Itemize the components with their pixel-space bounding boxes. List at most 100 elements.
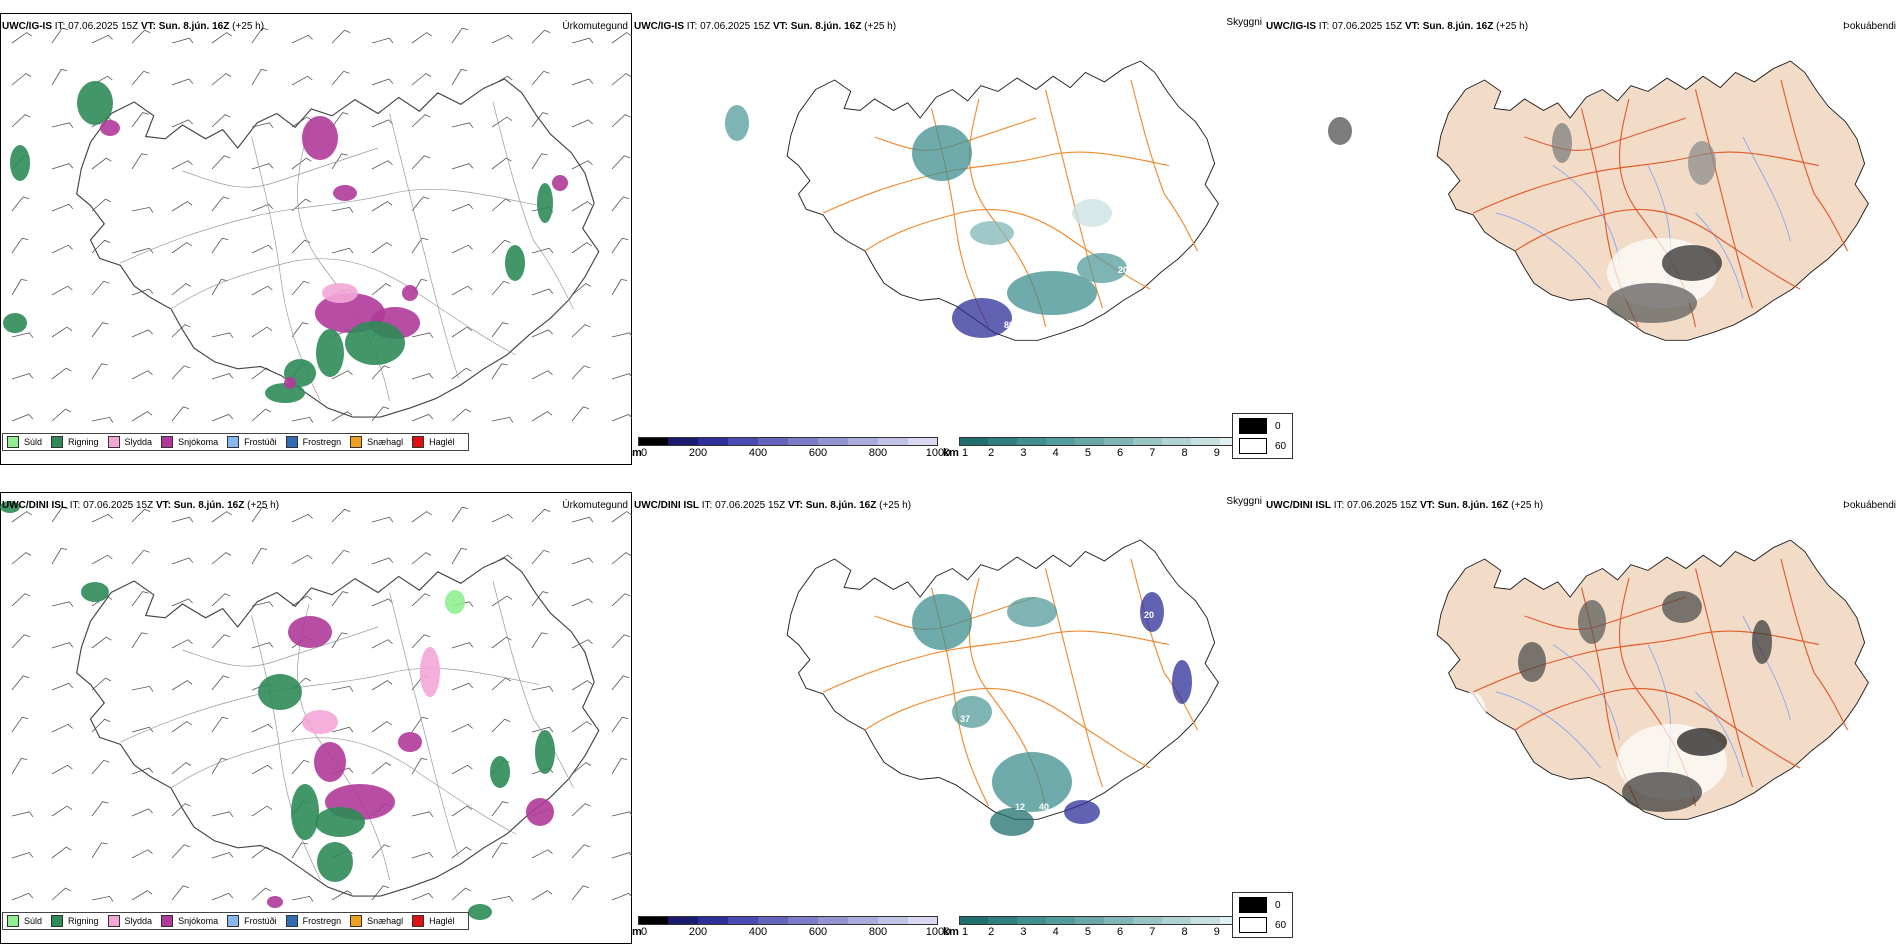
- precip-area: [490, 756, 510, 788]
- fog-legend-item: 60: [1239, 438, 1286, 454]
- wind-barb: [371, 242, 392, 254]
- vis-value-label: 37: [960, 714, 971, 724]
- wind-barb: [51, 203, 74, 212]
- wind-barb: [91, 322, 109, 338]
- wind-barb: [451, 367, 472, 380]
- wind-barb: [91, 895, 114, 902]
- wind-barb: [51, 69, 68, 86]
- precip-area: [505, 245, 525, 281]
- precip-legend-item: Haglél: [412, 915, 455, 927]
- wind-barb: [491, 595, 513, 607]
- fog-legend-swatch: [1239, 438, 1267, 454]
- colorbar-tick: 600: [808, 447, 828, 459]
- wind-barb: [571, 119, 593, 128]
- wind-barb: [611, 511, 632, 523]
- wind-barb: [411, 373, 434, 380]
- wind-barb: [91, 198, 111, 212]
- wind-barb: [451, 764, 473, 775]
- wind-barb: [451, 805, 473, 817]
- visibility-panel-bottom: UWC/DINI ISL IT: 07.06.2025 15Z VT: Sun.…: [632, 492, 1262, 944]
- header-top-visibility: UWC/IG-IS IT: 07.06.2025 15Z VT: Sun. 8.…: [634, 21, 897, 32]
- wind-barb: [331, 549, 350, 565]
- wind-barb: [51, 846, 72, 859]
- wind-barb: [611, 675, 630, 691]
- precip-area: [77, 81, 113, 125]
- wind-barb: [51, 27, 69, 44]
- colorbar-unit: m: [632, 926, 642, 938]
- wind-barb: [491, 280, 510, 296]
- wind-barb: [451, 506, 469, 523]
- wind-barb: [211, 634, 230, 649]
- legend-label: Frostúði: [244, 916, 277, 926]
- wind-barb: [371, 516, 394, 523]
- wind-barb: [531, 632, 548, 649]
- wind-barb: [251, 601, 274, 608]
- wind-barb: [571, 885, 590, 901]
- river: [1695, 212, 1744, 299]
- wind-barb: [411, 552, 432, 565]
- legend-swatch: [107, 915, 120, 927]
- precip-area: [265, 383, 305, 403]
- wind-barb: [491, 895, 514, 902]
- wind-barb: [571, 242, 592, 254]
- road: [1694, 89, 1754, 309]
- road: [389, 592, 459, 858]
- colorbar-tick: 400: [748, 447, 768, 459]
- legend-swatch: [7, 436, 19, 448]
- precip-legend-bottom: Súld Rigning Slydda Snjókoma Frostúði Frostre…: [2, 912, 469, 930]
- wind-barb: [331, 29, 351, 44]
- precip-area: [315, 807, 365, 837]
- wind-barb: [131, 890, 153, 901]
- colorbar-tick: 8: [1181, 926, 1188, 938]
- river: [1742, 615, 1791, 721]
- wind-barb: [571, 680, 593, 691]
- colorbar-tick: 2: [988, 926, 995, 938]
- title-fog: Þokuábendi: [1843, 500, 1896, 511]
- wind-barb: [91, 801, 109, 817]
- wind-barb: [131, 153, 148, 170]
- fog-area: [1688, 141, 1716, 185]
- wind-barb: [211, 114, 231, 128]
- colorbar-segment: [908, 916, 939, 925]
- road: [170, 737, 517, 835]
- wind-barb: [451, 285, 473, 296]
- wind-barb: [371, 37, 394, 44]
- precip-legend-item: Frostregn: [285, 436, 341, 448]
- precip-area: [552, 175, 568, 191]
- wind-barb: [571, 406, 590, 422]
- wind-barb: [251, 27, 269, 44]
- wind-barb: [411, 73, 432, 86]
- wind-barb: [451, 122, 474, 129]
- wind-barb: [211, 32, 232, 44]
- road: [120, 667, 540, 743]
- vis-value-label: 2: [1064, 258, 1070, 268]
- colorbar-tick: 6: [1117, 447, 1124, 459]
- wind-barb: [531, 849, 553, 859]
- wind-barb: [11, 114, 31, 128]
- colorbar-segment: [908, 437, 939, 446]
- wind-barb: [291, 416, 314, 423]
- wind-barb: [171, 160, 193, 170]
- wind-barb: [491, 116, 513, 128]
- wind-barb: [531, 890, 553, 901]
- precip-area: [258, 674, 302, 710]
- wind-barb: [611, 811, 632, 817]
- wind-barb: [411, 511, 432, 523]
- visibility-area: [1007, 597, 1057, 627]
- wind-barb: [211, 373, 234, 380]
- precip-legend-top: Súld Rigning Slydda Snjókoma Frostúði Frostre…: [2, 433, 469, 451]
- legend-swatch: [285, 436, 298, 448]
- colorbar-tick: 8: [1181, 447, 1188, 459]
- precip-legend-item: Snæhagl: [350, 915, 403, 927]
- road: [492, 580, 574, 789]
- colorbar-tick: 9: [1213, 447, 1220, 459]
- precip-area: [284, 377, 296, 389]
- visibility-colorbar-bottom: km12345678910: [943, 916, 1255, 944]
- visibility-map-top: [725, 60, 1219, 341]
- wind-barb: [51, 548, 68, 565]
- precip-area: [288, 616, 332, 648]
- wind-barb: [451, 244, 473, 254]
- fog-area: [1752, 620, 1772, 664]
- wind-barb: [451, 682, 474, 691]
- wind-barb: [371, 201, 393, 212]
